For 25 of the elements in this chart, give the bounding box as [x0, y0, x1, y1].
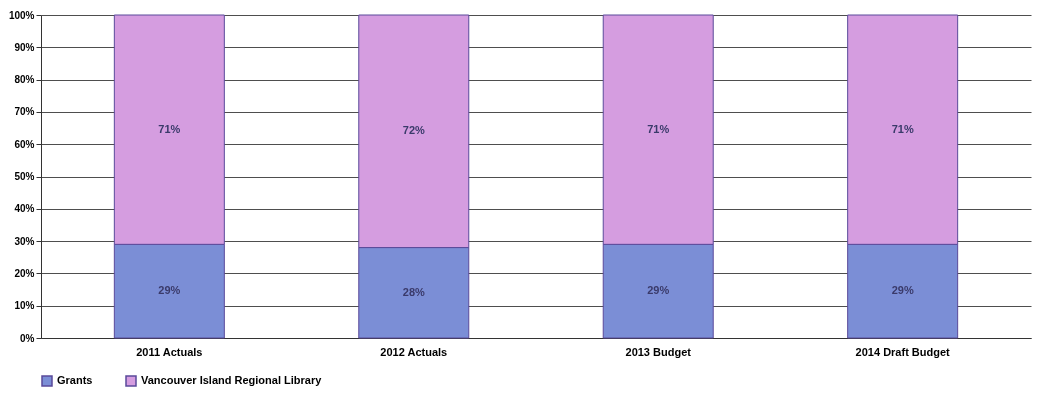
data-label: 71% — [158, 122, 181, 135]
y-tick-label: 90% — [14, 41, 35, 53]
data-label: 29% — [647, 284, 670, 297]
y-tick-label: 100% — [8, 9, 35, 21]
x-tick-label: 2014 Draft Budget — [855, 345, 951, 358]
y-tick-label: 20% — [14, 267, 35, 279]
data-label: 29% — [158, 284, 181, 297]
x-tick-label: 2013 Budget — [625, 345, 692, 358]
x-tick-label: 2012 Actuals — [380, 345, 448, 358]
data-label: 71% — [891, 122, 914, 135]
data-label: 71% — [647, 122, 670, 135]
data-label: 72% — [402, 124, 425, 137]
y-tick-label: 60% — [14, 138, 35, 150]
y-tick-label: 0% — [20, 332, 35, 344]
y-tick-label: 70% — [14, 106, 35, 118]
y-tick-label: 80% — [14, 74, 35, 86]
y-tick-label: 10% — [14, 300, 35, 312]
y-tick-label: 50% — [14, 171, 35, 182]
legend-label: Grants — [57, 374, 93, 386]
y-tick-label: 30% — [14, 235, 35, 247]
x-tick-label: 2011 Actuals — [136, 345, 203, 358]
y-tick-label: 40% — [14, 203, 35, 215]
data-label: 29% — [891, 284, 914, 297]
data-label: 28% — [402, 285, 425, 298]
legend-label: Vancouver Island Regional Library — [141, 374, 323, 386]
